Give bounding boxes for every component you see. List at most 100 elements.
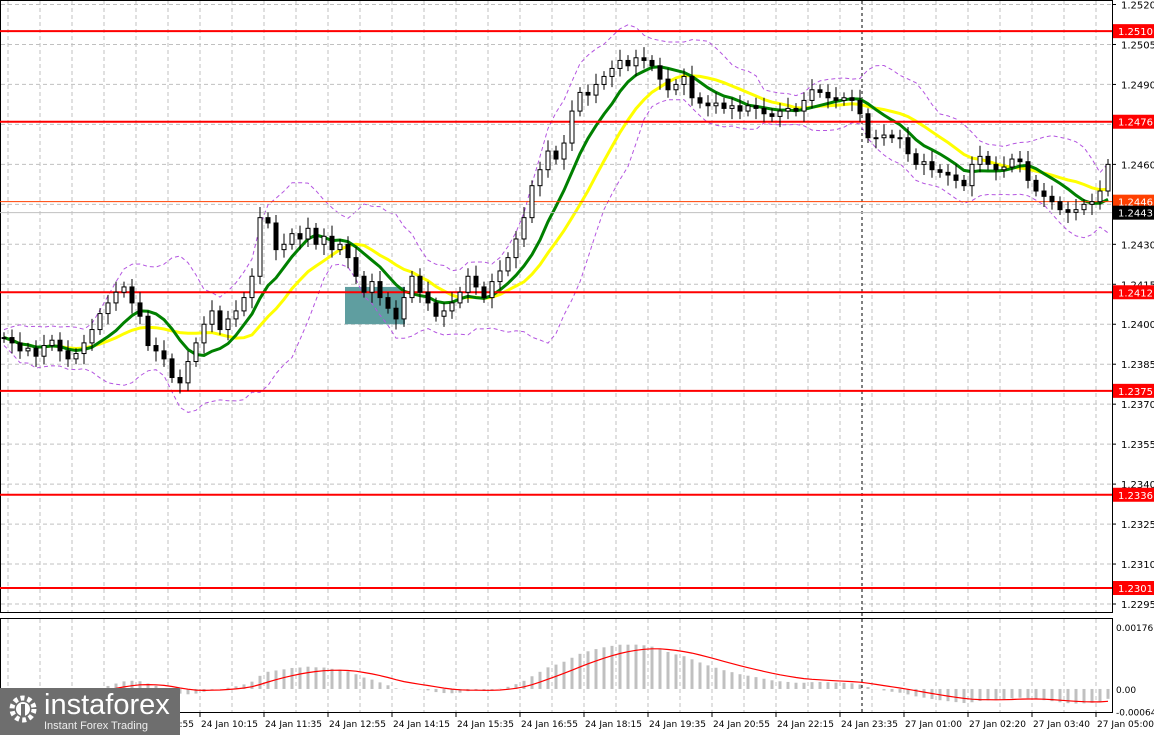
candle-body: [905, 137, 911, 155]
candle-body: [881, 134, 887, 139]
candle-body: [609, 67, 615, 77]
candle-body: [329, 235, 335, 251]
level-tag: [1113, 581, 1154, 596]
candle-body: [185, 361, 191, 384]
candle-body: [721, 102, 727, 109]
candle-body: [489, 281, 495, 299]
candle-body: [569, 110, 575, 144]
candle-body: [225, 318, 231, 331]
candle-body: [1073, 209, 1079, 213]
indicator-histogram: [10, 644, 1110, 704]
candle-body: [345, 243, 351, 259]
x-tick-label: 27 Jan 05:00: [1097, 720, 1154, 730]
candle-body: [137, 302, 143, 317]
candle-body: [689, 75, 695, 99]
level-tag: [1113, 114, 1154, 129]
candle-body: [809, 89, 815, 101]
candle-body: [777, 110, 783, 117]
candle-body: [337, 243, 343, 251]
candle-body: [169, 358, 175, 379]
y-tick-label: 1.2385: [1121, 360, 1154, 371]
candle-body: [361, 275, 367, 293]
candle-body: [697, 97, 703, 104]
y-tick-label: 1.2505: [1121, 40, 1154, 51]
level-tag: [1113, 383, 1154, 398]
indicator-panel-frame: [0, 618, 1113, 713]
candle-body: [89, 329, 95, 344]
candle-body: [193, 342, 199, 363]
candle-body: [273, 222, 279, 251]
candle-body: [985, 155, 991, 165]
candle-body: [593, 83, 599, 96]
candle-body: [113, 291, 119, 304]
candle-body: [553, 150, 559, 160]
x-tick-label: 27 Jan 01:00: [905, 720, 962, 730]
candle-body: [313, 227, 319, 245]
candle-body: [1097, 190, 1103, 203]
x-tick-label: 24 Jan 19:35: [649, 720, 706, 730]
candle-body: [25, 347, 31, 352]
candle-body: [265, 217, 271, 224]
y-tick-label: 1.2370: [1121, 400, 1154, 411]
candle-body: [305, 227, 311, 240]
candle-body: [105, 302, 111, 315]
candle-body: [233, 310, 239, 320]
price-panel-frame: [0, 0, 1113, 613]
candle-body: [953, 174, 959, 181]
candle-body: [665, 78, 671, 91]
signal-line: [4, 648, 1109, 703]
candle-body: [449, 302, 455, 312]
candle-body: [505, 257, 511, 272]
candle-body: [1049, 195, 1055, 203]
candle-body: [497, 270, 503, 283]
candle-body: [121, 286, 127, 293]
candle-body: [457, 291, 463, 304]
candle-body: [641, 57, 647, 61]
candle-body: [769, 113, 775, 117]
candle-body: [465, 275, 471, 293]
candle-body: [1, 337, 7, 340]
candle-body: [289, 233, 295, 245]
candle-body: [921, 161, 927, 165]
candle-body: [585, 91, 591, 96]
candle-body: [857, 99, 863, 115]
candle-body: [57, 339, 63, 352]
candle-body: [865, 113, 871, 139]
x-tick-label: 24 Jan 18:15: [585, 720, 642, 730]
gear-logo-icon: [9, 695, 37, 723]
candle-body: [937, 169, 943, 173]
candle-body: [529, 185, 535, 219]
level-label: 1.2301: [1118, 584, 1153, 595]
indicator-tick-label: -0.00064: [1116, 709, 1154, 719]
candle-body: [1033, 179, 1039, 192]
candle-body: [545, 150, 551, 171]
y-tick-label: 1.2310: [1121, 560, 1154, 571]
candle-body: [825, 91, 831, 99]
candle-body: [73, 353, 79, 360]
candle-body: [1057, 201, 1063, 211]
candle-body: [1009, 158, 1015, 168]
candle-body: [9, 337, 15, 344]
candle-body: [929, 161, 935, 171]
candle-body: [1025, 161, 1031, 181]
ask-price-label: 1.2446: [1118, 198, 1153, 209]
candle-body: [601, 75, 607, 85]
y-tick-label: 1.2355: [1121, 440, 1154, 451]
y-tick-label: 1.2400: [1121, 320, 1154, 331]
x-tick-label: 24 Jan 11:35: [265, 720, 322, 730]
level-label: 1.2412: [1118, 288, 1153, 299]
candle-body: [673, 83, 679, 91]
candle-body: [1017, 158, 1023, 163]
candle-body: [945, 171, 951, 176]
candle-body: [537, 169, 543, 187]
candle-body: [209, 310, 215, 325]
candle-body: [249, 275, 255, 299]
x-tick-label: 27 Jan 03:40: [1033, 720, 1090, 730]
x-tick-label: 24 Jan 16:55: [521, 720, 578, 730]
level-label: 1.2375: [1118, 387, 1153, 398]
candle-body: [913, 153, 919, 165]
candle-body: [281, 243, 287, 251]
candle-body: [257, 217, 263, 277]
candle-body: [657, 65, 663, 80]
